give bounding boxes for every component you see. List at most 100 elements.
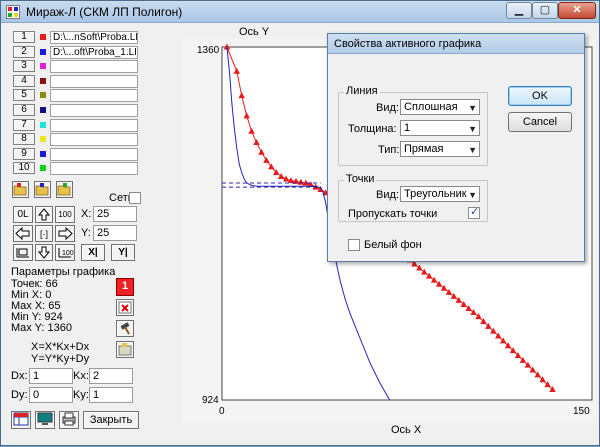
thickness-select[interactable]: 1 ▼ — [400, 120, 480, 136]
up-arrow-icon[interactable] — [35, 206, 53, 223]
file-path-field[interactable] — [50, 133, 138, 146]
file-path-field[interactable] — [50, 104, 138, 117]
max-x-value: Max X: 65 — [11, 300, 61, 312]
chevron-down-icon: ▼ — [468, 190, 477, 200]
file-slot-button[interactable]: 9 — [13, 148, 35, 160]
file-path-field[interactable] — [50, 119, 138, 132]
minimize-button[interactable]: ▁ — [506, 2, 532, 19]
triangle-point — [223, 43, 231, 50]
ky-input[interactable]: 1 — [89, 387, 133, 403]
triangle-point — [416, 264, 423, 271]
chevron-down-icon: ▼ — [468, 145, 477, 155]
triangle-point — [534, 371, 541, 378]
print-icon[interactable] — [59, 411, 79, 429]
transform-icon[interactable] — [116, 341, 134, 358]
triangle-point — [421, 268, 428, 275]
points-group-label: Точки — [344, 173, 377, 185]
thickness-label: Толщина: — [348, 123, 397, 135]
right-arrow-icon[interactable] — [55, 225, 75, 242]
line-group-label: Линия — [344, 85, 380, 97]
close-app-button[interactable]: Закрыть — [83, 411, 139, 429]
window-title: Мираж-Л (СКМ ЛП Полигон) — [26, 5, 183, 19]
grid-checkbox[interactable] — [129, 192, 141, 204]
dialog-title-bar[interactable]: Свойства активного графика — [328, 34, 584, 54]
y-axis-button[interactable]: Y| — [111, 244, 135, 261]
file-path-field[interactable]: D:\...oft\Proba_1.LIN — [50, 46, 138, 59]
y-step-input[interactable]: 25 — [93, 225, 137, 241]
cancel-button[interactable]: Cancel — [508, 112, 572, 132]
fit-100-icon[interactable]: 100 — [55, 244, 75, 261]
file-slot-button[interactable]: 8 — [13, 133, 35, 145]
close-window-button[interactable]: ✕ — [558, 2, 596, 19]
triangle-point — [460, 300, 467, 307]
type-value: Прямая — [404, 143, 444, 155]
thickness-value: 1 — [404, 122, 411, 134]
file-path-field[interactable] — [50, 75, 138, 88]
dy-input[interactable]: 0 — [29, 387, 73, 403]
file-slot-button[interactable]: 7 — [13, 119, 35, 131]
zoom-reset-button[interactable]: 0L — [13, 206, 33, 223]
x-right-tick: 150 — [573, 406, 590, 417]
color-swatch — [40, 151, 46, 157]
skip-points-checkbox[interactable] — [468, 205, 480, 219]
params-title: Параметры графика — [11, 266, 116, 278]
open-file-icon[interactable] — [12, 181, 29, 198]
file-slot-button[interactable]: 4 — [13, 75, 35, 87]
file-path-field[interactable] — [50, 162, 138, 175]
triangle-point — [292, 177, 300, 184]
dx-input[interactable]: 1 — [29, 368, 73, 384]
triangle-point — [450, 292, 458, 299]
color-swatch — [40, 136, 46, 142]
table-icon[interactable] — [11, 411, 31, 429]
file-slot-button[interactable]: 2 — [13, 46, 35, 58]
file-slot-button[interactable]: 5 — [13, 89, 35, 101]
file-slot-button[interactable]: 10 — [13, 162, 35, 174]
dialog-title: Свойства активного графика — [334, 38, 482, 50]
triangle-point — [529, 366, 536, 373]
maximize-button[interactable]: ▢ — [532, 2, 558, 19]
line-group — [338, 92, 488, 166]
kx-input[interactable]: 2 — [89, 368, 133, 384]
line-view-select[interactable]: Сплошная ▼ — [400, 99, 480, 115]
file-path-field[interactable] — [50, 60, 138, 73]
file-slot-button[interactable]: 3 — [13, 60, 35, 72]
file-slot-button[interactable]: 6 — [13, 104, 35, 116]
zoom-out-icon[interactable] — [13, 244, 33, 261]
left-arrow-icon[interactable] — [13, 225, 33, 242]
down-arrow-icon[interactable] — [35, 244, 53, 261]
active-graph-number[interactable]: 1 — [116, 278, 134, 296]
white-background-checkbox[interactable] — [348, 239, 360, 251]
file-slot-button[interactable]: 1 — [13, 31, 35, 43]
hammer-icon[interactable] — [116, 320, 134, 337]
color-swatch — [40, 107, 46, 113]
y-bottom-tick: 924 — [202, 395, 219, 406]
file-path-field[interactable]: D:\...nSoft\Proba.LIN — [50, 31, 138, 44]
reload-file-icon[interactable] — [56, 181, 73, 198]
center-view-button[interactable]: [·] — [35, 225, 53, 242]
monitor-icon[interactable] — [35, 411, 55, 429]
file-path-field[interactable] — [50, 148, 138, 161]
zoom-100-button[interactable]: 100 — [55, 206, 75, 223]
triangle-point — [258, 148, 265, 155]
x-axis-button[interactable]: X| — [81, 244, 105, 261]
triangle-point — [253, 139, 260, 146]
kx-label: Kx: — [73, 370, 89, 382]
app-icon[interactable] — [6, 5, 20, 19]
type-select[interactable]: Прямая ▼ — [400, 141, 480, 157]
x-step-input[interactable]: 25 — [93, 206, 137, 222]
triangle-point — [287, 177, 295, 184]
title-bar[interactable]: Мираж-Л (СКМ ЛП Полигон) ▁ ▢ ✕ — [1, 1, 599, 23]
triangle-point — [278, 173, 285, 180]
points-view-select[interactable]: Треугольник ▼ — [400, 186, 480, 202]
delete-graph-icon[interactable] — [116, 299, 134, 316]
triangle-point — [411, 260, 418, 267]
triangle-point — [440, 284, 448, 291]
file-path-field[interactable] — [50, 89, 138, 102]
save-file-icon[interactable] — [34, 181, 51, 198]
triangle-point — [490, 327, 497, 334]
triangle-point — [495, 332, 502, 339]
ok-button[interactable]: OK — [508, 86, 572, 106]
triangle-point — [243, 112, 250, 119]
points-group — [338, 180, 488, 222]
triangle-point — [470, 309, 477, 316]
